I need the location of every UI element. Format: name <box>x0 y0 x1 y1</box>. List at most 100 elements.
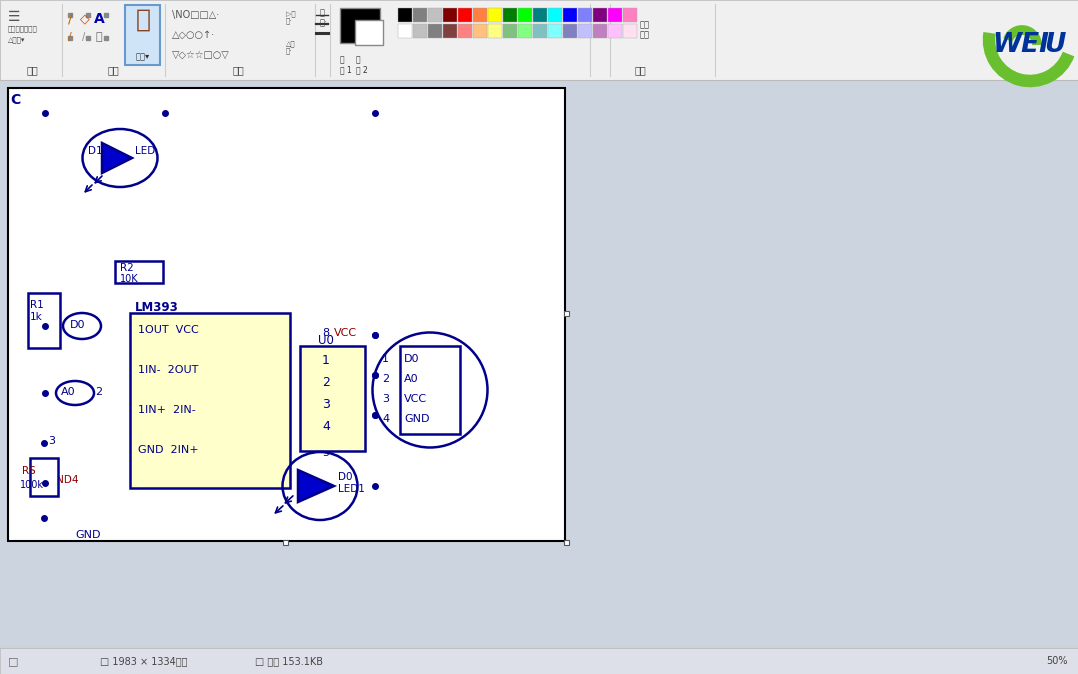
Bar <box>8 88 565 541</box>
Bar <box>458 8 472 22</box>
Text: 1IN+  2IN-: 1IN+ 2IN- <box>138 405 196 415</box>
Bar <box>473 8 487 22</box>
Bar <box>443 24 457 38</box>
Bar <box>413 8 427 22</box>
Text: GND: GND <box>404 414 429 424</box>
Bar <box>284 540 288 545</box>
Bar <box>115 261 163 283</box>
Bar <box>593 24 607 38</box>
Text: /: / <box>82 32 85 42</box>
Text: \NO□□△·: \NO□□△· <box>172 10 219 20</box>
Bar <box>593 8 607 22</box>
Bar <box>0 648 1078 674</box>
Bar <box>503 8 517 22</box>
Text: 口重新调整大小: 口重新调整大小 <box>8 25 38 32</box>
Text: 8: 8 <box>322 328 329 338</box>
Bar <box>533 24 547 38</box>
Text: 2: 2 <box>322 376 330 389</box>
Bar <box>0 0 1078 80</box>
Bar <box>578 8 592 22</box>
Text: 5: 5 <box>322 448 329 458</box>
Text: 编辑
颜色: 编辑 颜色 <box>640 20 650 39</box>
Text: □ 1983 × 1334像素: □ 1983 × 1334像素 <box>100 656 188 666</box>
Bar <box>608 24 622 38</box>
Text: □: □ <box>8 656 18 666</box>
Text: 2: 2 <box>382 374 389 384</box>
Text: 1K: 1K <box>334 383 347 393</box>
Text: R2: R2 <box>120 263 134 273</box>
Text: GND  2IN+: GND 2IN+ <box>138 445 198 455</box>
Bar <box>488 24 502 38</box>
Bar <box>578 24 592 38</box>
Text: 3: 3 <box>382 394 389 404</box>
Text: WEI: WEI <box>992 32 1049 58</box>
Bar <box>564 540 569 545</box>
Text: /: / <box>68 12 72 26</box>
Text: RS: RS <box>22 466 36 476</box>
Text: 颜色: 颜色 <box>634 65 646 75</box>
Text: A0: A0 <box>61 387 75 397</box>
Bar <box>428 8 442 22</box>
Bar <box>458 24 472 38</box>
Text: 🔍: 🔍 <box>96 32 102 42</box>
Bar <box>400 346 460 434</box>
Bar <box>332 363 354 408</box>
Bar <box>340 8 381 43</box>
Text: GND: GND <box>75 530 100 540</box>
Bar <box>563 8 577 22</box>
Bar <box>300 346 365 451</box>
Text: LM393: LM393 <box>135 301 179 314</box>
Text: 工具: 工具 <box>107 65 119 75</box>
Text: D0: D0 <box>404 354 419 364</box>
Text: 颜
色 2: 颜 色 2 <box>356 55 368 74</box>
Bar <box>30 458 58 496</box>
Bar <box>130 313 290 488</box>
Bar <box>519 24 533 38</box>
Text: LED: LED <box>135 146 155 156</box>
Text: 1: 1 <box>322 354 330 367</box>
Text: 图像: 图像 <box>26 65 38 75</box>
Text: ☰: ☰ <box>8 10 20 24</box>
Text: 🖌: 🖌 <box>136 8 151 32</box>
Bar <box>125 5 160 65</box>
Bar <box>548 8 562 22</box>
Text: 3: 3 <box>322 398 330 411</box>
Bar <box>608 8 622 22</box>
Text: D0: D0 <box>70 320 85 330</box>
Text: 10K: 10K <box>120 274 139 284</box>
Text: 1: 1 <box>382 354 389 364</box>
Text: 粗
细·: 粗 细· <box>320 8 328 28</box>
Text: □ 大小 153.1KB: □ 大小 153.1KB <box>255 656 323 666</box>
Text: 1IN-  2OUT: 1IN- 2OUT <box>138 365 198 375</box>
Bar <box>564 311 569 316</box>
Bar <box>473 24 487 38</box>
Bar <box>623 8 637 22</box>
Text: A: A <box>94 12 105 26</box>
Text: 4: 4 <box>382 414 389 424</box>
Text: 1k: 1k <box>30 312 43 322</box>
Text: 3: 3 <box>49 436 55 446</box>
Bar <box>623 24 637 38</box>
Bar <box>488 8 502 22</box>
Bar <box>355 20 383 45</box>
Text: ▷纹
素·: ▷纹 素· <box>286 10 295 24</box>
Text: D1: D1 <box>88 146 102 156</box>
Text: ▽◇☆☆□○▽: ▽◇☆☆□○▽ <box>172 50 230 60</box>
Text: /: / <box>68 32 72 42</box>
Bar <box>563 24 577 38</box>
Bar <box>398 8 412 22</box>
Text: VCC: VCC <box>404 394 427 404</box>
Text: △◇○○↑·: △◇○○↑· <box>172 30 216 40</box>
Text: D0: D0 <box>338 472 353 482</box>
Text: LED1: LED1 <box>338 484 364 494</box>
Text: A0: A0 <box>404 374 418 384</box>
Bar <box>428 24 442 38</box>
Text: C: C <box>10 93 20 107</box>
Text: 4: 4 <box>322 420 330 433</box>
Bar <box>0 80 1078 648</box>
Text: ◇: ◇ <box>80 12 89 25</box>
Polygon shape <box>102 143 132 173</box>
Polygon shape <box>298 470 334 502</box>
Bar <box>519 8 533 22</box>
Bar <box>443 8 457 22</box>
